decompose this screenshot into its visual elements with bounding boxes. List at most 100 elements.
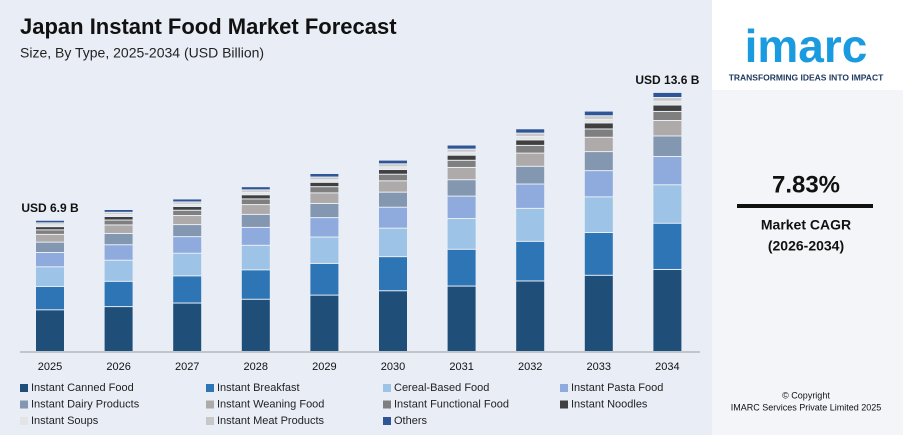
bar-segment — [173, 303, 202, 351]
bar-segment — [653, 105, 682, 111]
owner: IMARC Services Private Limited 2025 — [731, 402, 882, 412]
bar-segment — [653, 97, 682, 101]
bar-segment — [173, 253, 202, 276]
bar-segment — [310, 263, 339, 295]
bar-segment — [310, 203, 339, 218]
legend-label: Instant Meat Products — [217, 415, 324, 427]
bar-segment — [584, 233, 613, 275]
legend-swatch — [383, 384, 391, 392]
bar-segment — [516, 281, 545, 351]
bar-segment — [173, 202, 202, 204]
bar-segment — [516, 184, 545, 208]
divider — [737, 204, 873, 208]
bar-segment — [241, 214, 270, 227]
bar-segment — [241, 187, 270, 190]
legend-label: Instant Noodles — [571, 398, 648, 410]
bar-segment — [173, 276, 202, 303]
legend-swatch — [383, 417, 391, 425]
legend-swatch — [20, 417, 28, 425]
logo-panel — [712, 0, 903, 90]
bar-segment — [379, 160, 407, 164]
bar-segment — [584, 275, 613, 351]
bar-segment — [379, 181, 407, 192]
bar-segment — [310, 187, 339, 193]
bar-segment — [310, 177, 339, 180]
bar-segment — [379, 257, 407, 291]
legend-swatch — [206, 384, 214, 392]
bar-segment — [516, 140, 545, 145]
bar-segment — [104, 233, 133, 245]
bar-segment — [310, 193, 339, 203]
bar-segment — [36, 242, 64, 252]
bar-segment — [584, 119, 613, 123]
bar-segment — [447, 180, 476, 196]
bar-segment — [447, 196, 476, 219]
bar-segment — [36, 225, 64, 227]
bar-segment — [36, 220, 64, 223]
x-tick-label: 2025 — [38, 361, 62, 373]
bar-segment — [36, 234, 64, 242]
bar-segment — [516, 153, 545, 166]
bar-segment — [516, 241, 545, 281]
bar-segment — [379, 167, 407, 170]
bar-segment — [173, 237, 202, 253]
cagr-value: 7.83% — [772, 171, 840, 198]
bar-segment — [310, 218, 339, 237]
bar-segment — [447, 167, 476, 180]
bar-segment — [173, 204, 202, 206]
bar-segment — [241, 195, 270, 199]
bar-segment — [36, 310, 64, 351]
bar-segment — [241, 299, 270, 351]
bar-segment — [310, 295, 339, 351]
legend-swatch — [560, 400, 568, 409]
bar-segment — [516, 133, 545, 137]
legend-swatch — [206, 417, 214, 425]
bar-segment — [241, 227, 270, 245]
bar-segment — [653, 157, 682, 185]
bar-segment — [653, 111, 682, 120]
bar-segment — [447, 160, 476, 167]
bar-segment — [241, 205, 270, 214]
legend-swatch — [560, 384, 568, 392]
bar-segment — [379, 164, 407, 167]
legend-swatch — [20, 400, 28, 409]
bar-segment — [173, 206, 202, 210]
legend-label: Instant Functional Food — [394, 398, 509, 410]
x-tick-label: 2032 — [518, 361, 542, 373]
bar-segment — [379, 174, 407, 181]
cagr-period: (2026-2034) — [768, 238, 844, 254]
bar-segment — [310, 180, 339, 182]
bar-segment — [516, 129, 545, 133]
bar-segment — [379, 291, 407, 351]
bar-segment — [447, 145, 476, 149]
x-tick-label: 2031 — [449, 361, 473, 373]
bar-segment — [516, 208, 545, 241]
bar-segment — [584, 116, 613, 119]
tagline: TRANSFORMING IDEAS INTO IMPACT — [729, 72, 884, 82]
bar-segment — [241, 245, 270, 270]
legend-label: Others — [394, 415, 428, 427]
legend-label: Instant Soups — [31, 415, 99, 427]
bar-segment — [36, 286, 64, 310]
x-tick-label: 2029 — [312, 361, 336, 373]
x-tick-label: 2030 — [381, 361, 405, 373]
x-tick-label: 2034 — [655, 361, 679, 373]
annotation: USD 13.6 B — [635, 73, 699, 87]
bar-segment — [516, 166, 545, 184]
bar-segment — [310, 182, 339, 187]
bar-segment — [584, 197, 613, 233]
bar-segment — [173, 199, 202, 202]
bar-segment — [173, 216, 202, 225]
copyright: © Copyright — [782, 390, 830, 400]
logo: imarc — [745, 20, 868, 72]
bar-segment — [653, 121, 682, 136]
bar-segment — [379, 170, 407, 174]
bar-segment — [653, 136, 682, 157]
bar-segment — [36, 253, 64, 267]
bar-segment — [241, 190, 270, 192]
bar-segment — [104, 307, 133, 351]
bar-segment — [379, 228, 407, 257]
bar-segment — [447, 149, 476, 152]
